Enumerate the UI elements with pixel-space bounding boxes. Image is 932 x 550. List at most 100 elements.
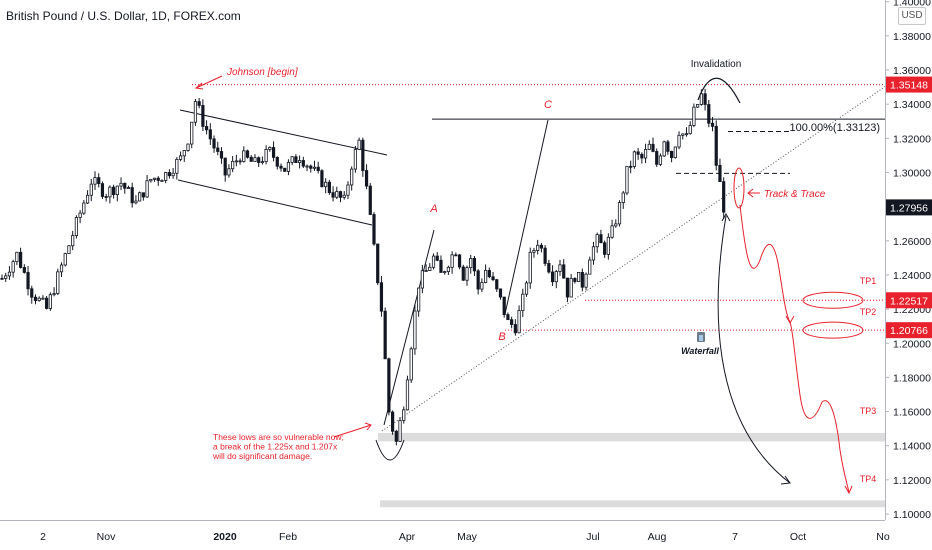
tp3-band [378, 432, 885, 442]
candle-body [491, 276, 495, 281]
candle-body [710, 122, 715, 127]
candle [11, 259, 15, 278]
candle [498, 288, 503, 300]
candle-body [696, 104, 700, 108]
candle-body [368, 185, 372, 215]
tp3-label: TP3 [860, 406, 877, 416]
x-tick-label: Oct [790, 531, 806, 543]
candle-body [71, 235, 75, 247]
candle-body [528, 251, 532, 284]
y-tick-label: 1.30000 [893, 167, 931, 179]
candle [138, 191, 142, 202]
price-tag-bg [886, 199, 932, 216]
candle [59, 262, 64, 278]
candle [420, 264, 424, 294]
candle-body [320, 170, 324, 188]
candle-body [283, 167, 287, 172]
candle [550, 265, 555, 286]
candle [402, 406, 406, 424]
tp4-label: TP4 [860, 474, 877, 484]
y-tick-label: 1.14000 [893, 441, 931, 453]
candle-body [30, 288, 34, 298]
candle [431, 253, 436, 270]
candle-body [454, 254, 458, 257]
candle [52, 287, 56, 297]
candle-body [532, 250, 536, 253]
candle [45, 295, 49, 310]
candle-body [554, 271, 558, 283]
candle-body [178, 155, 183, 160]
candle [37, 296, 41, 302]
candle-body [82, 202, 86, 214]
candle [63, 252, 67, 267]
track-oval [733, 167, 745, 209]
candle [376, 243, 380, 286]
candle [413, 304, 417, 355]
candle [160, 179, 164, 182]
candle-body [361, 139, 365, 171]
candle [193, 99, 198, 126]
candle [242, 146, 246, 163]
candle-body [636, 151, 640, 155]
candle-body [614, 223, 618, 227]
candle-body [409, 348, 413, 381]
candle-body [390, 411, 395, 432]
candle [186, 143, 190, 152]
candle-body [167, 172, 171, 177]
y-tick-label: 1.32000 [893, 133, 931, 145]
candle [394, 429, 398, 446]
candle-body [45, 297, 49, 309]
x-tick-label: Aug [648, 531, 667, 543]
candle-body [465, 267, 469, 281]
candle-body [506, 314, 510, 321]
y-tick-label: 1.26000 [893, 236, 931, 248]
candle-body [145, 180, 149, 198]
candle-body [439, 259, 443, 273]
candle-body [74, 217, 78, 236]
candle [510, 316, 514, 329]
candle-body [398, 420, 402, 442]
candle [327, 179, 331, 195]
candle [591, 241, 596, 265]
candle-body [413, 310, 417, 350]
candle [164, 171, 168, 184]
tp1-oval [802, 291, 864, 309]
x-tick-label: Jul [586, 531, 599, 543]
candle-body [175, 158, 179, 174]
candle-body [658, 155, 663, 165]
candle [294, 154, 298, 163]
candle-body [718, 164, 722, 183]
wave-a-line [383, 229, 435, 426]
candle-body [387, 358, 391, 413]
candle-body [33, 296, 38, 301]
invalidation-label: Invalidation [691, 59, 742, 70]
wave-c-line [504, 119, 549, 315]
x-tick-label: May [457, 531, 478, 543]
candle [588, 256, 592, 275]
waterfall-label: Waterfall [681, 346, 719, 356]
candle [171, 168, 175, 179]
candle [617, 200, 622, 227]
candle-body [238, 160, 242, 163]
price-tag-label: 1.35148 [890, 80, 928, 92]
candle [271, 141, 276, 162]
candle-body [327, 181, 331, 194]
candle [621, 190, 625, 209]
candle-body [610, 225, 614, 238]
candle-body [108, 186, 112, 198]
candle-body [138, 192, 142, 202]
candle-body [472, 258, 477, 272]
y-tick-label: 1.10000 [893, 509, 931, 521]
candle-body [268, 147, 272, 150]
candle [476, 269, 480, 295]
candle [424, 264, 428, 272]
candle [305, 164, 309, 172]
candle-body [640, 153, 644, 159]
candle-body [603, 242, 607, 255]
candle-body [126, 187, 131, 189]
candle-body [372, 214, 376, 245]
price-tag-label: 1.20766 [890, 325, 928, 337]
currency-badge[interactable]: USD [898, 7, 926, 25]
track-trace-label: Track & Trace [764, 189, 826, 200]
